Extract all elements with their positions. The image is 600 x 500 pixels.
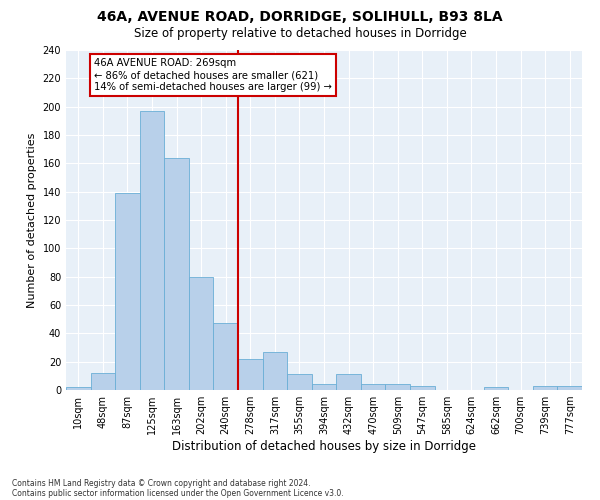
Bar [140,111,164,390]
Bar [287,374,312,390]
Bar [164,158,189,390]
Bar [484,387,508,390]
Bar [385,384,410,390]
Bar [214,324,238,390]
Bar [336,374,361,390]
Bar [361,384,385,390]
Bar [238,359,263,390]
Text: 46A AVENUE ROAD: 269sqm
← 86% of detached houses are smaller (621)
14% of semi-d: 46A AVENUE ROAD: 269sqm ← 86% of detache… [94,58,332,92]
Bar [66,387,91,390]
Text: 46A, AVENUE ROAD, DORRIDGE, SOLIHULL, B93 8LA: 46A, AVENUE ROAD, DORRIDGE, SOLIHULL, B9… [97,10,503,24]
Bar [533,386,557,390]
Y-axis label: Number of detached properties: Number of detached properties [27,132,37,308]
Bar [263,352,287,390]
Text: Contains HM Land Registry data © Crown copyright and database right 2024.: Contains HM Land Registry data © Crown c… [12,478,311,488]
Bar [312,384,336,390]
Text: Size of property relative to detached houses in Dorridge: Size of property relative to detached ho… [134,28,466,40]
Bar [189,276,214,390]
Bar [557,386,582,390]
X-axis label: Distribution of detached houses by size in Dorridge: Distribution of detached houses by size … [172,440,476,453]
Text: Contains public sector information licensed under the Open Government Licence v3: Contains public sector information licen… [12,488,344,498]
Bar [115,193,140,390]
Bar [91,373,115,390]
Bar [410,386,434,390]
